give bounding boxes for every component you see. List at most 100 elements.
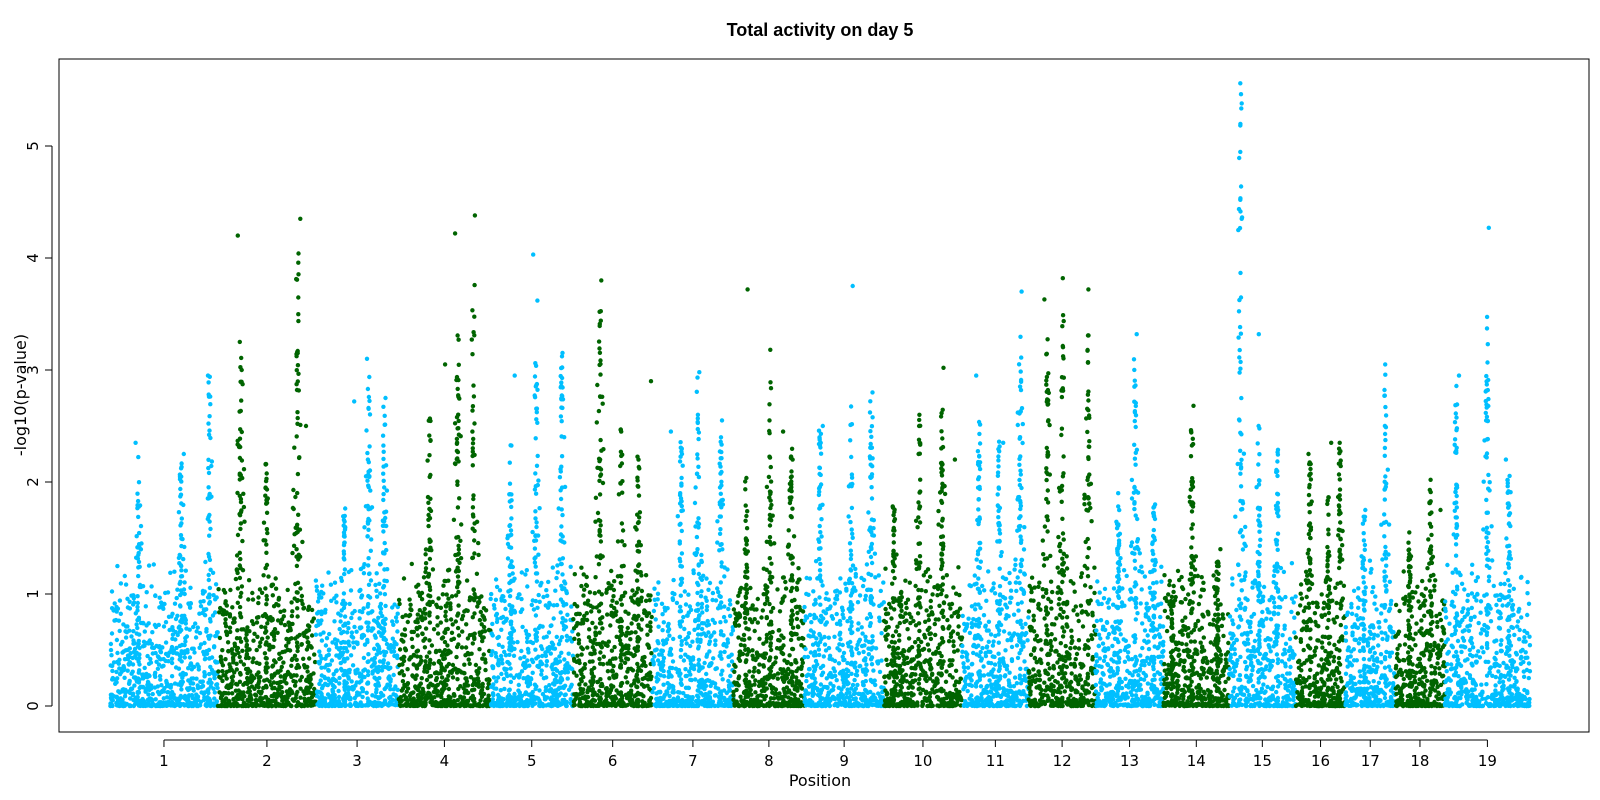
data-point	[353, 668, 358, 673]
data-point	[171, 648, 176, 653]
data-point	[209, 680, 214, 686]
data-point	[376, 695, 381, 701]
data-point	[213, 582, 219, 587]
data-point	[357, 674, 363, 679]
data-point	[145, 686, 150, 691]
data-point	[509, 619, 514, 624]
data-point	[137, 677, 142, 682]
data-point	[679, 528, 684, 534]
data-point	[530, 659, 536, 665]
data-point	[678, 445, 683, 450]
data-point	[597, 630, 602, 635]
data-point	[462, 682, 467, 687]
data-point	[439, 701, 444, 707]
data-point	[150, 691, 155, 697]
data-point	[226, 698, 232, 704]
data-point	[346, 626, 351, 631]
data-point	[720, 677, 725, 682]
data-point	[661, 620, 666, 625]
data-point	[239, 508, 244, 513]
data-point	[169, 660, 175, 666]
data-point	[409, 561, 414, 567]
data-point	[555, 701, 560, 706]
data-point	[140, 684, 146, 690]
data-point	[533, 696, 538, 702]
data-point	[533, 538, 539, 543]
data-point	[533, 509, 538, 514]
data-point	[564, 638, 570, 643]
data-point	[278, 609, 283, 614]
data-point	[712, 703, 718, 708]
data-point	[495, 616, 500, 622]
data-point	[597, 321, 602, 327]
data-point	[263, 695, 268, 700]
data-point	[598, 539, 604, 544]
data-point	[345, 630, 350, 635]
data-point	[583, 682, 588, 687]
data-point	[582, 662, 588, 667]
data-point	[194, 629, 199, 634]
data-point	[705, 693, 710, 699]
data-point	[727, 598, 733, 603]
data-point	[350, 635, 356, 640]
data-point	[538, 659, 543, 665]
data-point	[645, 632, 650, 637]
data-point	[726, 663, 731, 668]
data-point	[561, 627, 567, 632]
data-point	[381, 583, 387, 589]
data-point	[480, 681, 485, 687]
data-point	[136, 702, 142, 707]
data-point	[534, 524, 539, 530]
data-point	[509, 504, 514, 510]
data-point	[457, 560, 462, 565]
data-point	[358, 703, 364, 708]
data-point	[110, 668, 115, 674]
data-point	[677, 673, 682, 678]
data-point	[291, 487, 296, 493]
data-point	[361, 655, 367, 661]
data-point	[636, 622, 641, 627]
data-point	[270, 663, 276, 668]
data-point	[562, 484, 568, 490]
data-point	[533, 647, 538, 652]
data-point	[163, 640, 169, 645]
data-point	[543, 652, 548, 657]
data-point	[208, 435, 213, 441]
data-point	[317, 649, 322, 654]
data-point	[166, 659, 171, 664]
data-point	[285, 647, 290, 652]
data-point	[388, 645, 393, 651]
data-point	[558, 496, 564, 502]
data-point	[696, 668, 702, 673]
data-point	[313, 578, 319, 583]
data-point	[153, 670, 158, 675]
data-point	[473, 662, 479, 668]
data-point	[155, 666, 161, 671]
data-point	[544, 663, 549, 668]
data-point	[263, 485, 268, 491]
data-point	[313, 632, 319, 637]
data-point	[549, 695, 554, 700]
data-point	[426, 581, 432, 587]
data-point	[427, 610, 432, 615]
data-point	[342, 671, 348, 676]
data-point	[688, 643, 693, 649]
data-point	[220, 611, 225, 617]
data-point	[427, 506, 432, 512]
data-point	[712, 693, 718, 698]
data-point	[262, 678, 267, 683]
data-point	[170, 703, 175, 708]
top-hit-point	[599, 278, 604, 283]
data-point	[710, 590, 716, 596]
data-point	[660, 612, 665, 617]
data-point	[396, 597, 402, 603]
data-point	[590, 620, 595, 626]
data-point	[305, 678, 310, 684]
data-point	[187, 602, 192, 608]
data-point	[568, 564, 573, 569]
data-point	[206, 465, 211, 471]
data-point	[665, 606, 670, 611]
data-point	[424, 654, 430, 659]
data-point	[718, 514, 723, 519]
data-point	[727, 613, 733, 619]
